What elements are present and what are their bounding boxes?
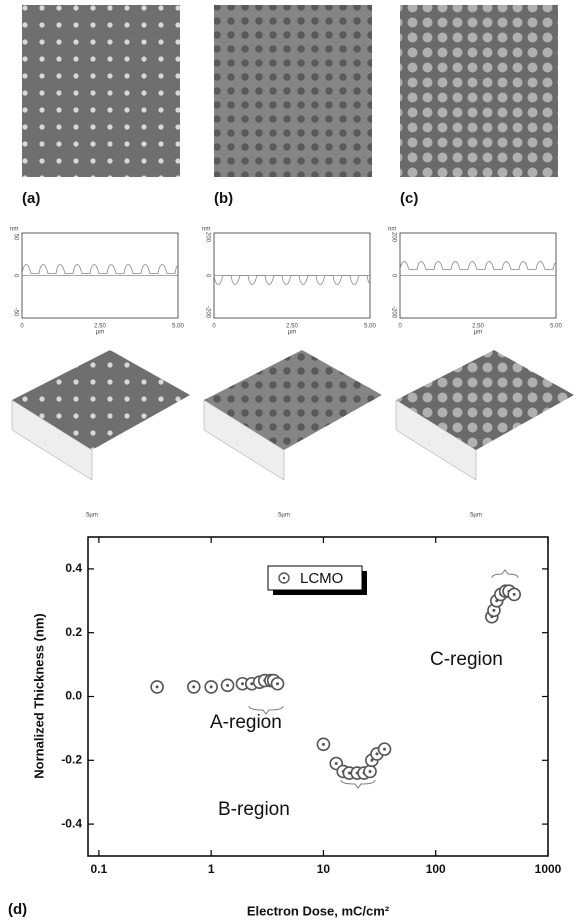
profile-ytick: -200: [204, 306, 210, 319]
point-dot: [383, 747, 387, 751]
surface-side: [11, 399, 93, 481]
profile-ytick: 0: [390, 274, 396, 278]
brace: [340, 779, 376, 789]
legend-label: LCMO: [300, 570, 343, 587]
panel-label: (d): [8, 901, 27, 918]
profile-unit: nm: [10, 227, 18, 233]
point-dot: [512, 592, 516, 596]
profile-xunit: µm: [288, 330, 296, 336]
surface-3d: [204, 350, 382, 450]
point-dot: [368, 769, 372, 773]
profile-unit: nm: [388, 227, 396, 233]
y-tick-label: 0.4: [65, 561, 82, 575]
profile-ytick: 200: [390, 232, 396, 243]
y-axis-label: Nornalized Thickness (nm): [31, 613, 46, 778]
point-dot: [192, 685, 196, 689]
point-dot: [375, 752, 379, 756]
sem-image: [400, 5, 558, 177]
surface-side: [395, 399, 477, 481]
sem-image: [214, 5, 372, 177]
y-tick-label: 0.2: [65, 625, 82, 639]
profile-xtick: 0: [398, 324, 402, 330]
panel-label: (c): [400, 190, 418, 207]
profile-xunit: µm: [96, 330, 104, 336]
point-dot: [370, 758, 374, 762]
profile-xtick: 5.00: [364, 324, 376, 330]
x-axis-label: Electron Dose, mC/cm²: [247, 903, 390, 918]
profile-ytick: 200: [204, 232, 210, 243]
panel-label: (a): [22, 190, 40, 207]
scale-label: 5µm: [86, 513, 98, 519]
profile-xunit: µm: [474, 330, 482, 336]
profile-xtick: 0: [20, 324, 24, 330]
profile-xtick: 2.50: [286, 324, 298, 330]
point-dot: [321, 742, 325, 746]
brace: [248, 705, 284, 715]
point-dot: [347, 771, 351, 775]
profile-xtick: 2.50: [472, 324, 484, 330]
surface-3d: [12, 350, 190, 450]
y-tick-label: 0.0: [65, 689, 82, 703]
x-tick-label: 100: [426, 862, 446, 876]
annotation: A-region: [210, 712, 282, 733]
x-tick-label: 10: [317, 862, 331, 876]
profile-ytick: 0: [204, 274, 210, 278]
legend-dot: [282, 576, 286, 580]
x-tick-label: 1000: [535, 862, 562, 876]
profile-unit: nm: [202, 227, 210, 233]
brace: [491, 569, 519, 579]
profile-ytick: 50: [12, 234, 18, 241]
scale-label: 5µm: [278, 513, 290, 519]
annotation: B-region: [218, 799, 290, 820]
profile-ytick: 0: [12, 274, 18, 278]
annotation: C-region: [430, 649, 503, 670]
profile-line: [213, 275, 371, 285]
y-tick-label: -0.4: [61, 816, 82, 830]
y-tick-label: -0.2: [61, 752, 82, 766]
point-dot: [334, 761, 338, 765]
profile-xtick: 5.00: [550, 324, 562, 330]
sem-image: [22, 5, 180, 177]
profile-xtick: 5.00: [172, 324, 184, 330]
profile-ytick: -200: [390, 306, 396, 319]
profile-xtick: 2.50: [94, 324, 106, 330]
point-dot: [250, 682, 254, 686]
point-dot: [240, 682, 244, 686]
point-dot: [492, 608, 496, 612]
point-dot: [226, 683, 230, 687]
surface-3d: [396, 350, 574, 450]
x-tick-label: 1: [208, 862, 215, 876]
point-dot: [209, 685, 213, 689]
x-tick-label: 0.1: [91, 862, 108, 876]
scale-label: 5µm: [470, 513, 482, 519]
point-dot: [276, 682, 280, 686]
panel-label: (b): [214, 190, 233, 207]
profile-line: [21, 264, 179, 274]
profile-xtick: 0: [212, 324, 216, 330]
profile-line: [399, 261, 557, 270]
surface-side: [203, 399, 285, 481]
profile-ytick: -50: [12, 308, 18, 317]
point-dot: [155, 685, 159, 689]
